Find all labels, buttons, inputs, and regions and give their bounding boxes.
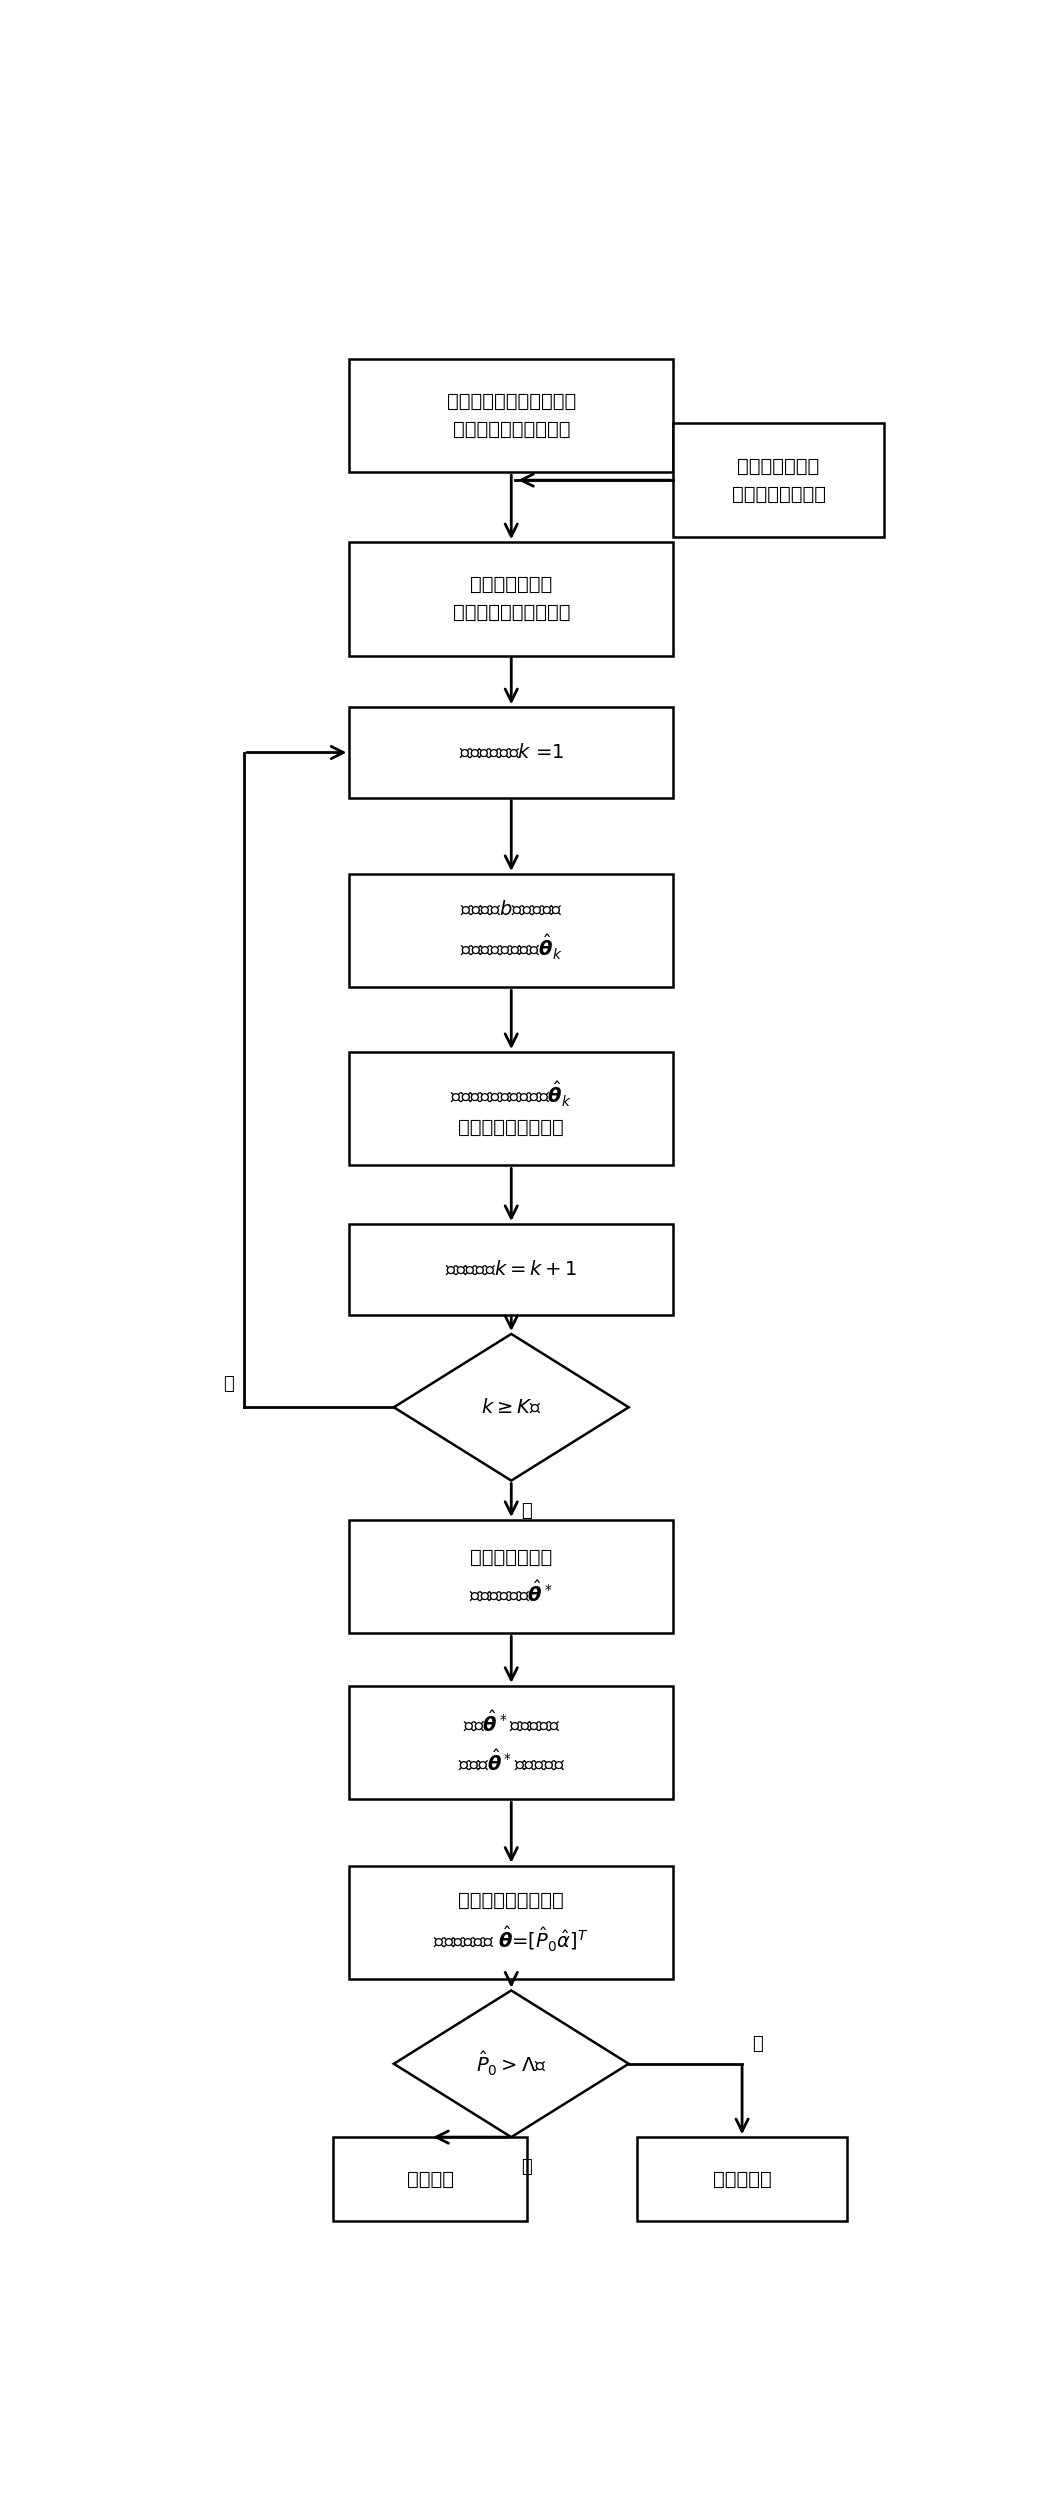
- Text: $k \geq K$？: $k \geq K$？: [481, 1397, 541, 1417]
- Text: 剔除悪意节点，重新
评估目标参数 $\hat{\boldsymbol{\theta}}$=$[\hat{P}_0\hat{\alpha}]^T$: 剔除悪意节点，重新 评估目标参数 $\hat{\boldsymbol{\thet…: [434, 1890, 589, 1953]
- Text: 随机抽取$b$个测量数据
估计模型假设参数$\hat{\boldsymbol{\theta}}_k$: 随机抽取$b$个测量数据 估计模型假设参数$\hat{\boldsymbol{\…: [460, 899, 563, 961]
- Text: 选取评分最高的
模型假设参数$\hat{\boldsymbol{\theta}}^*$: 选取评分最高的 模型假设参数$\hat{\boldsymbol{\theta}}…: [469, 1548, 553, 1606]
- Bar: [349, 707, 673, 798]
- Text: 否: 否: [751, 2036, 763, 2054]
- Text: 传感器节点采集目标发射
的信号，获取测量数据: 传感器节点采集目标发射 的信号，获取测量数据: [446, 393, 576, 438]
- Bar: [349, 541, 673, 654]
- Text: $\hat{P}_0 > \Lambda$？: $\hat{P}_0 > \Lambda$？: [475, 2049, 547, 2079]
- Polygon shape: [394, 1334, 629, 1480]
- Polygon shape: [394, 1991, 629, 2137]
- Bar: [349, 1520, 673, 1634]
- Bar: [349, 1865, 673, 1978]
- Bar: [349, 1686, 673, 1800]
- Text: 更新轮次，$k=k+1$: 更新轮次，$k=k+1$: [445, 1261, 578, 1279]
- Text: 是: 是: [521, 1503, 532, 1520]
- Text: 节点评估模型假设参数$\hat{\boldsymbol{\theta}}_k$
区分局内点和局外点: 节点评估模型假设参数$\hat{\boldsymbol{\theta}}_k$ …: [450, 1080, 573, 1138]
- Text: 目标存在: 目标存在: [407, 2170, 454, 2187]
- Text: 初始化轮次，$k$ =1: 初始化轮次，$k$ =1: [459, 743, 564, 763]
- Text: 是: 是: [521, 2157, 532, 2177]
- Text: 目标不存在: 目标不存在: [713, 2170, 771, 2187]
- Bar: [349, 1052, 673, 1165]
- Text: 恶意节点发起感
知数据错误化攻击: 恶意节点发起感 知数据错误化攻击: [732, 456, 826, 503]
- Text: 否: 否: [224, 1374, 234, 1394]
- Text: 收集测量数据，
构建目标状态估计模型: 收集测量数据， 构建目标状态估计模型: [452, 576, 570, 622]
- Text: 支持$\hat{\boldsymbol{\theta}}^*$为正常节点
不支持$\hat{\boldsymbol{\theta}}^*$为悪意节点: 支持$\hat{\boldsymbol{\theta}}^*$为正常节点 不支持…: [458, 1712, 565, 1774]
- Bar: [673, 423, 884, 536]
- Bar: [349, 360, 673, 473]
- Bar: [349, 873, 673, 987]
- Bar: [333, 2137, 528, 2220]
- Bar: [349, 1223, 673, 1314]
- Bar: [636, 2137, 847, 2220]
